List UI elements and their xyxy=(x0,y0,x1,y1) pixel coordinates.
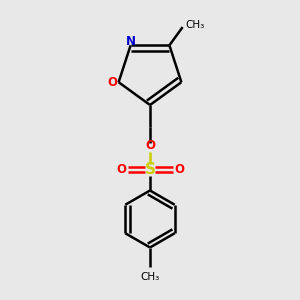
Text: S: S xyxy=(145,162,155,177)
Text: CH₃: CH₃ xyxy=(140,272,160,282)
Text: O: O xyxy=(174,163,184,176)
Text: O: O xyxy=(145,139,155,152)
Text: O: O xyxy=(116,163,126,176)
Text: N: N xyxy=(126,34,136,48)
Text: O: O xyxy=(107,76,117,89)
Text: CH₃: CH₃ xyxy=(186,20,205,30)
